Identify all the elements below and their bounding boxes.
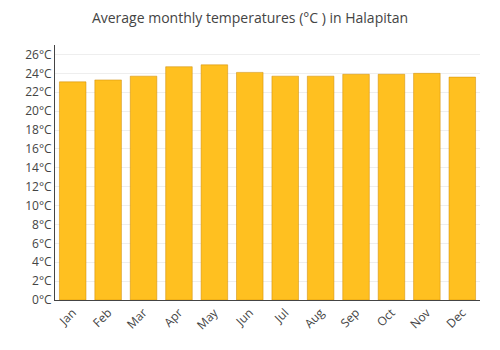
svg-text:Mar: Mar xyxy=(123,304,151,332)
svg-text:20°C: 20°C xyxy=(25,102,52,119)
svg-text:Jun: Jun xyxy=(231,304,256,329)
svg-text:Average monthly temperatures (: Average monthly temperatures (°C ) in Ha… xyxy=(92,8,408,27)
svg-text:12°C: 12°C xyxy=(25,178,52,195)
svg-text:4°C: 4°C xyxy=(32,253,52,270)
svg-text:Sep: Sep xyxy=(336,304,363,331)
svg-text:Jan: Jan xyxy=(55,304,80,329)
svg-text:May: May xyxy=(193,304,222,333)
svg-text:Jul: Jul xyxy=(270,304,292,326)
svg-text:6°C: 6°C xyxy=(32,235,52,252)
svg-text:14°C: 14°C xyxy=(25,159,52,176)
svg-text:Feb: Feb xyxy=(89,304,115,330)
svg-text:Dec: Dec xyxy=(442,304,469,331)
svg-text:Nov: Nov xyxy=(406,304,434,332)
svg-text:Oct: Oct xyxy=(373,304,399,330)
svg-text:18°C: 18°C xyxy=(25,121,52,138)
svg-text:10°C: 10°C xyxy=(25,197,52,214)
svg-text:24°C: 24°C xyxy=(25,65,52,82)
svg-text:16°C: 16°C xyxy=(25,140,52,157)
svg-text:Aug: Aug xyxy=(300,304,328,332)
svg-text:26°C: 26°C xyxy=(25,46,52,63)
svg-text:Apr: Apr xyxy=(160,304,186,330)
svg-text:8°C: 8°C xyxy=(32,216,52,233)
svg-text:22°C: 22°C xyxy=(25,83,52,100)
svg-text:2°C: 2°C xyxy=(32,272,52,289)
svg-text:0°C: 0°C xyxy=(32,291,52,308)
